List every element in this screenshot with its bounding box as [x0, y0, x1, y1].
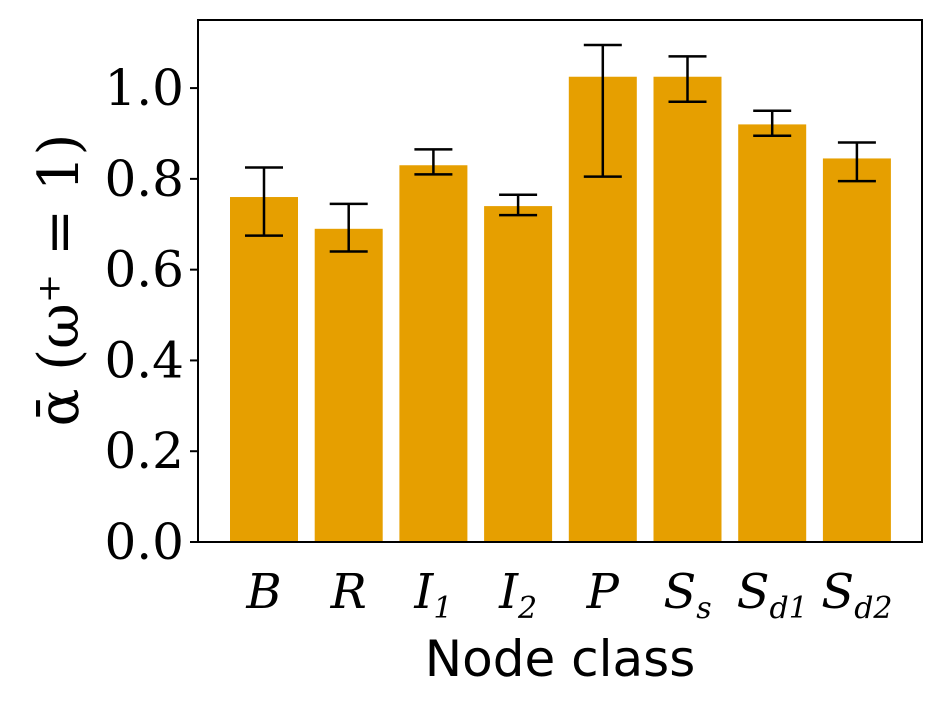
- y-tick-label-1: 0.2: [104, 422, 184, 480]
- bar-3: [484, 206, 553, 542]
- x-tick-label-0: B: [245, 564, 281, 620]
- bar-0: [230, 197, 298, 542]
- error-bar-4: [583, 43, 622, 178]
- error-bar-6: [753, 109, 792, 137]
- x-tick-label-2: I1: [413, 564, 452, 626]
- x-tick-label-5: Ss: [663, 564, 711, 626]
- error-bar-1: [329, 202, 368, 253]
- bar-6: [738, 124, 807, 543]
- bar-1: [314, 228, 383, 543]
- bar-7: [822, 158, 891, 542]
- y-tick-label-3: 0.6: [104, 241, 184, 299]
- bars-layer: [230, 76, 891, 543]
- x-tick-label-4: P: [586, 564, 620, 620]
- y-tick-label-2: 0.4: [104, 331, 184, 389]
- error-bar-3: [499, 193, 538, 217]
- x-tick-label-6: Sd1: [737, 564, 808, 626]
- x-axis-title: Node class: [425, 630, 696, 688]
- error-bars-layer: [245, 43, 876, 253]
- error-bar-5: [668, 55, 707, 103]
- y-axis-title: ᾱ (ω⁺ = 1): [27, 134, 92, 427]
- y-axis-ticks: 0.0 0.2 0.4 0.6 0.8 1.0: [104, 59, 198, 571]
- error-bar-2: [414, 148, 453, 176]
- x-tick-label-3: I2: [498, 564, 537, 626]
- x-tick-label-1: R: [330, 564, 367, 620]
- y-tick-label-5: 1.0: [104, 59, 184, 117]
- y-tick-label-4: 0.8: [104, 150, 184, 208]
- bar-2: [399, 165, 468, 542]
- error-bar-7: [837, 141, 876, 183]
- plot-frame: [197, 19, 923, 543]
- bar-5: [653, 76, 722, 542]
- error-bar-0: [245, 166, 283, 237]
- x-axis-ticks: B R I1 I2 P Ss Sd1 Sd2: [245, 564, 892, 626]
- y-tick-label-0: 0.0: [104, 513, 184, 571]
- x-tick-label-7: Sd2: [821, 564, 892, 626]
